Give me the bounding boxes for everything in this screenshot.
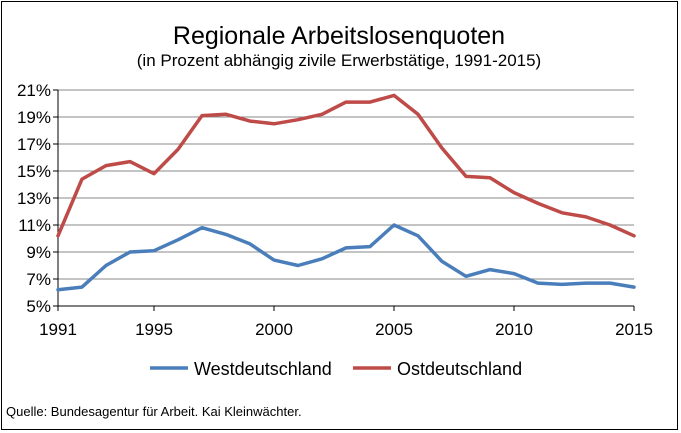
y-tick-label: 13% [17, 189, 51, 208]
y-tick-label: 21% [17, 81, 51, 100]
series-line-ostdeutschland [56, 93, 636, 238]
x-tick-label: 2015 [615, 320, 653, 339]
x-tick-label: 1991 [39, 320, 77, 339]
series-line-westdeutschland [56, 223, 636, 292]
x-tick-label: 2010 [495, 320, 533, 339]
y-tick-label: 15% [17, 162, 51, 181]
series-lines [56, 93, 636, 292]
legend: Westdeutschland Ostdeutschland [150, 359, 522, 379]
y-tick-label: 5% [26, 297, 51, 316]
y-tick-label: 9% [26, 243, 51, 262]
legend-label-westdeutschland: Westdeutschland [194, 359, 332, 379]
x-axis-ticks: 1991 1995 2000 2005 2010 2015 [39, 306, 653, 339]
grid-lines [57, 89, 634, 307]
x-tick-label: 2005 [375, 320, 413, 339]
source-note: Quelle: Bundesagentur für Arbeit. Kai Kl… [6, 404, 302, 419]
y-tick-label: 19% [17, 108, 51, 127]
y-tick-label: 17% [17, 135, 51, 154]
y-tick-label: 11% [18, 216, 51, 235]
legend-label-ostdeutschland: Ostdeutschland [397, 359, 522, 379]
x-tick-label: 1995 [135, 320, 173, 339]
chart-subtitle: (in Prozent abhängig zivile Erwerbstätig… [137, 51, 541, 70]
x-tick-label: 2000 [255, 320, 293, 339]
y-axis-ticks: 5% 7% 9% 11% 13% 15% 17% 19% 21% [17, 81, 58, 316]
chart-title: Regionale Arbeitslosenquoten [173, 22, 505, 50]
y-tick-label: 7% [26, 270, 51, 289]
